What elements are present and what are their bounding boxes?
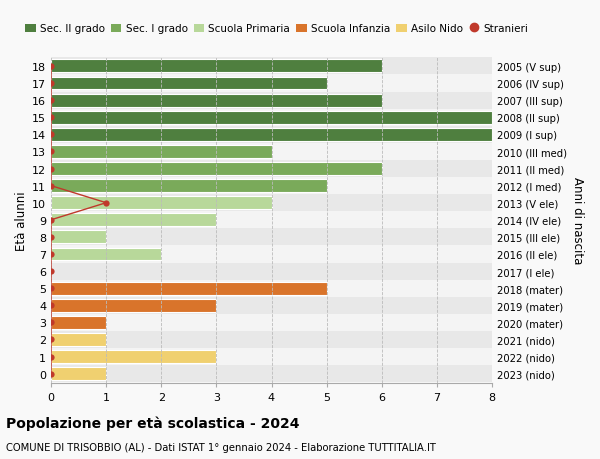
Legend: Sec. II grado, Sec. I grado, Scuola Primaria, Scuola Infanzia, Asilo Nido, Stran: Sec. II grado, Sec. I grado, Scuola Prim…: [21, 20, 533, 39]
Bar: [51, 163, 382, 175]
Bar: [51, 75, 492, 92]
Y-axis label: Anni di nascita: Anni di nascita: [571, 177, 584, 264]
Bar: [51, 282, 326, 295]
Y-axis label: Età alunni: Età alunni: [15, 190, 28, 250]
Bar: [51, 246, 492, 263]
Bar: [51, 263, 492, 280]
Bar: [51, 129, 492, 141]
Bar: [51, 92, 492, 109]
Text: COMUNE DI TRISOBBIO (AL) - Dati ISTAT 1° gennaio 2024 - Elaborazione TUTTITALIA.: COMUNE DI TRISOBBIO (AL) - Dati ISTAT 1°…: [6, 442, 436, 452]
Bar: [51, 127, 492, 144]
Bar: [51, 350, 217, 363]
Bar: [51, 112, 492, 124]
Bar: [51, 144, 492, 161]
Bar: [51, 78, 326, 90]
Text: Popolazione per età scolastica - 2024: Popolazione per età scolastica - 2024: [6, 415, 299, 430]
Bar: [51, 178, 492, 195]
Bar: [51, 95, 382, 107]
Bar: [51, 195, 492, 212]
Bar: [51, 248, 161, 261]
Bar: [51, 333, 106, 346]
Bar: [51, 316, 106, 329]
Bar: [51, 214, 217, 227]
Bar: [51, 212, 492, 229]
Bar: [51, 146, 271, 158]
Bar: [51, 229, 492, 246]
Bar: [51, 197, 271, 210]
Bar: [51, 314, 492, 331]
Bar: [51, 161, 492, 178]
Bar: [51, 58, 492, 75]
Bar: [51, 180, 326, 193]
Bar: [51, 348, 492, 365]
Bar: [51, 365, 492, 382]
Bar: [51, 331, 492, 348]
Bar: [51, 109, 492, 127]
Bar: [51, 299, 217, 312]
Bar: [51, 231, 106, 244]
Bar: [51, 280, 492, 297]
Bar: [51, 61, 382, 73]
Bar: [51, 297, 492, 314]
Bar: [51, 368, 106, 380]
